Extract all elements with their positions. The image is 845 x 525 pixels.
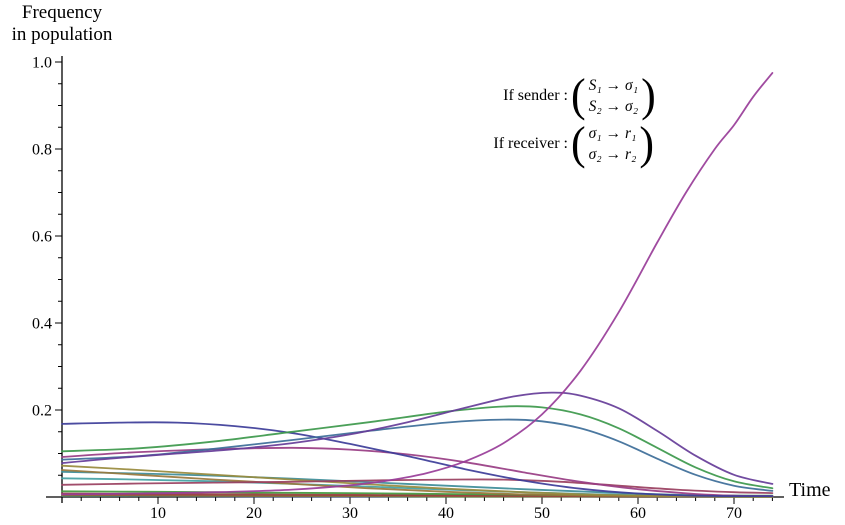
receiver-strategy-annotation: If receiver : ( σ₁ → r₁ σ₂ → r₂ ) <box>450 117 656 170</box>
y-axis-title-line2: in population <box>11 24 113 45</box>
sender-strategy-annotation: If sender : ( S₁ → σ₁ S₂ → σ₂ ) <box>450 69 656 122</box>
curve-strategy-1 <box>61 421 774 498</box>
y-tick-label: 0.8 <box>32 142 52 159</box>
receiver-rule-1: σ₁ → r₁ <box>588 125 637 142</box>
x-tick-label: 70 <box>726 505 742 522</box>
curve-strategy-7 <box>61 464 774 498</box>
x-tick-label: 10 <box>150 505 166 522</box>
curve-strategy-2 <box>61 405 774 490</box>
sender-label: If sender : <box>503 87 568 104</box>
y-axis-title: Frequency in population <box>0 2 124 46</box>
x-tick-label: 30 <box>342 505 358 522</box>
receiver-strategy-matrix: ( σ₁ → r₁ σ₂ → r₂ ) <box>571 117 655 170</box>
y-tick-label: 0.6 <box>32 229 52 246</box>
receiver-label: If receiver : <box>493 135 568 152</box>
y-tick-label: 1.0 <box>32 55 52 72</box>
sender-strategy-rows: S₁ → σ₁ S₂ → σ₂ <box>586 75 641 117</box>
curve-strategy-11 <box>61 478 774 494</box>
y-axis-title-line1: Frequency <box>21 2 103 23</box>
x-tick-label: 40 <box>438 505 454 522</box>
sender-rule-2: S₂ → σ₂ <box>588 98 639 115</box>
strategy-annotation: If sender : ( S₁ → σ₁ S₂ → σ₂ ) If recei… <box>450 69 656 170</box>
curve-signaling-system-winner <box>61 72 774 496</box>
open-paren: ( <box>571 69 586 122</box>
receiver-rule-2: σ₂ → r₂ <box>588 146 637 163</box>
curve-strategy-4 <box>61 391 774 485</box>
receiver-strategy-rows: σ₁ → r₁ σ₂ → r₂ <box>586 123 640 165</box>
curve-strategy-3 <box>61 418 774 492</box>
x-tick-label: 20 <box>246 505 262 522</box>
close-paren: ) <box>641 69 656 122</box>
y-tick-label: 0.4 <box>32 316 52 333</box>
x-tick-label: 60 <box>630 505 646 522</box>
sender-strategy-matrix: ( S₁ → σ₁ S₂ → σ₂ ) <box>571 69 656 122</box>
y-tick-label: 0.2 <box>32 403 52 420</box>
x-axis-title: Time <box>789 479 831 501</box>
curve-strategy-5 <box>61 446 774 497</box>
x-tick-label: 50 <box>534 505 550 522</box>
close-paren: ) <box>639 117 655 170</box>
sender-rule-1: S₁ → σ₁ <box>588 77 639 94</box>
open-paren: ( <box>571 117 586 170</box>
